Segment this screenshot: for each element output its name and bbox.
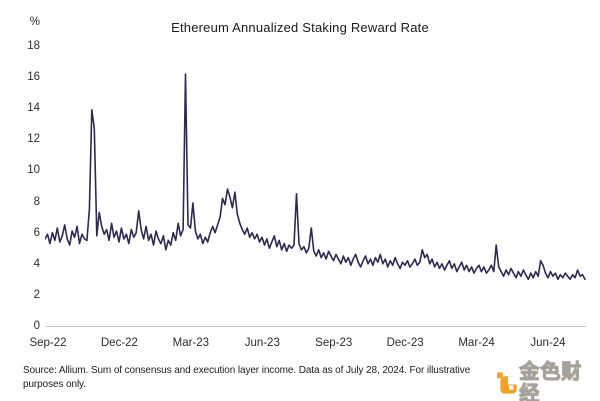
x-axis-tick-label: Mar-23 — [172, 337, 210, 349]
chart-plot-area — [45, 73, 586, 281]
x-axis-baseline — [45, 326, 586, 327]
y-axis-tick-label: 12 — [27, 133, 40, 146]
y-axis-tick-label: 16 — [27, 71, 40, 84]
y-axis-unit-label: % — [29, 16, 40, 28]
source-note-line1: Source: Allium. Sum of consensus and exe… — [23, 365, 471, 376]
y-axis-tick-label: 18 — [27, 40, 40, 52]
x-axis-tick-label: Jun-23 — [244, 337, 280, 349]
watermark-text: 金色财经 — [519, 361, 583, 401]
chart-title: Ethereum Annualized Staking Reward Rate — [171, 20, 429, 35]
x-axis-tick-label: Mar-24 — [458, 337, 495, 349]
x-axis-tick-label: Jun-24 — [530, 337, 566, 349]
y-axis-tick-label: 2 — [33, 288, 40, 301]
x-axis-tick-label: Dec-22 — [100, 337, 138, 349]
x-axis-tick-label: Dec-23 — [386, 337, 424, 349]
x-axis-tick-label: Sep-22 — [29, 337, 67, 349]
source-note-line2: purposes only. — [23, 378, 86, 390]
reward-rate-line — [45, 73, 586, 281]
x-axis-tick-label: Sep-23 — [315, 337, 353, 349]
watermark: 金色财经 — [497, 361, 600, 401]
y-axis-tick-label: 8 — [33, 195, 40, 208]
jinse-finance-logo-icon — [497, 371, 518, 394]
y-axis-tick-label: 14 — [27, 102, 40, 115]
source-note: Source: Allium. Sum of consensus and exe… — [23, 364, 568, 391]
y-axis-tick-label: 4 — [33, 257, 40, 270]
y-axis-tick-label: 6 — [33, 226, 40, 239]
y-axis-tick-label: 0 — [33, 320, 40, 332]
y-axis-tick-label: 10 — [27, 164, 40, 177]
